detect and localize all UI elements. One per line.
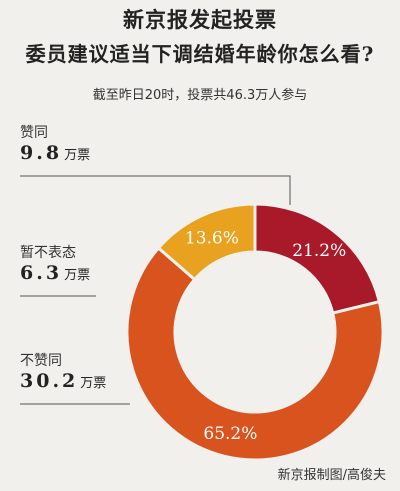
legend-oppose-label: 不赞同: [20, 353, 62, 369]
oppose-votes: 30.2: [20, 370, 79, 392]
legend-neutral-label: 暂不表态: [20, 245, 76, 261]
donut-slice-1: [125, 245, 385, 462]
donut-slices: [125, 202, 385, 462]
neutral-unit: 万票: [64, 268, 91, 283]
legend-oppose-value: 30.2 万票: [20, 370, 106, 392]
oppose-unit: 万票: [80, 376, 107, 391]
legend-neutral-value: 6.3 万票: [20, 262, 90, 284]
percent-label-0: 21.2%: [292, 241, 346, 261]
leader-lines: [20, 175, 291, 405]
percent-labels: 21.2% 65.2% 13.6%: [185, 228, 346, 444]
leader-line-approve: [20, 175, 291, 205]
neutral-votes: 6.3: [20, 262, 63, 284]
approve-votes: 9.8: [20, 142, 63, 164]
chart-subtitle: 截至昨日20时，投票共46.3万人参与: [92, 88, 308, 103]
legend-oppose: 不赞同 30.2 万票: [20, 350, 106, 392]
donut-slice-2: [156, 202, 257, 282]
chart-title-line1: 新京报发起投票: [123, 7, 277, 32]
legend-neutral: 暂不表态 6.3 万票: [20, 242, 90, 284]
percent-label-2: 13.6%: [185, 228, 239, 248]
legend-approve: 赞同 9.8 万票: [20, 122, 90, 164]
legend-approve-value: 9.8 万票: [20, 142, 90, 164]
percent-label-1: 65.2%: [203, 424, 257, 444]
chart-credit: 新京报制图/高俊夫: [277, 468, 386, 483]
legend-approve-label: 赞同: [20, 125, 48, 141]
approve-unit: 万票: [64, 148, 91, 163]
chart-title-line2: 委员建议适当下调结婚年龄你怎么看?: [25, 42, 375, 66]
